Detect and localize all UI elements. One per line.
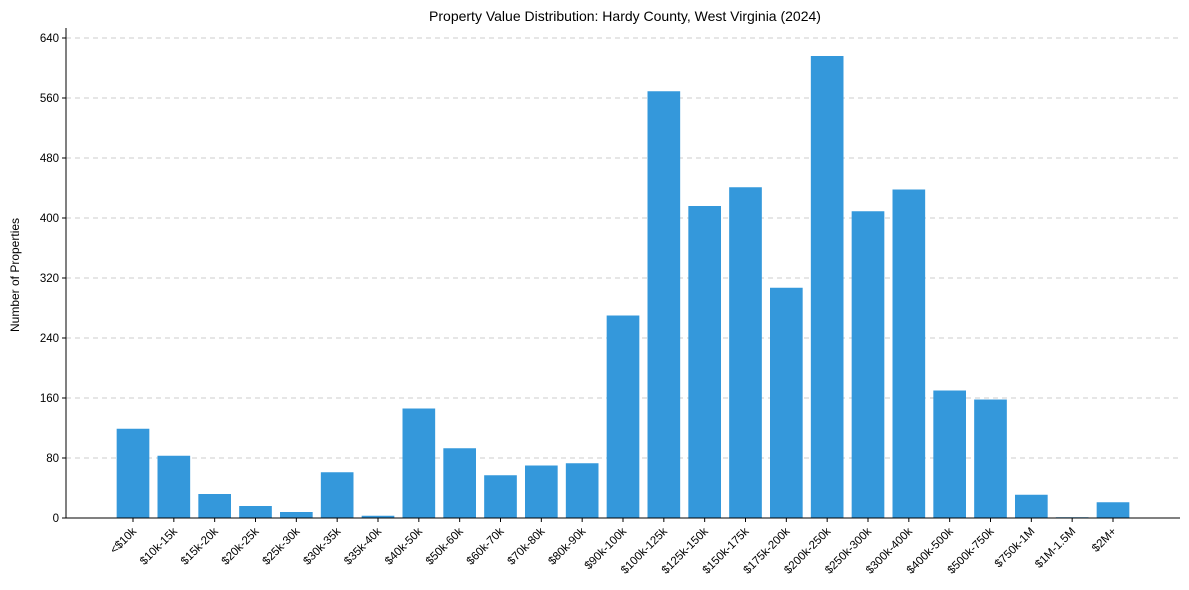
y-tick-label: 480 bbox=[40, 153, 59, 165]
bar bbox=[851, 211, 885, 518]
x-tick-label: $10k-15k bbox=[138, 525, 180, 567]
bar bbox=[116, 428, 150, 518]
bar bbox=[239, 506, 272, 518]
bar bbox=[606, 315, 640, 518]
bar bbox=[198, 494, 231, 518]
y-tick-label: 240 bbox=[40, 333, 59, 345]
bar bbox=[525, 465, 558, 518]
x-tick-label: $30k-35k bbox=[301, 525, 343, 567]
x-tick-label: $70k-80k bbox=[506, 525, 548, 567]
y-axis-label: Number of Properties bbox=[8, 218, 22, 332]
y-tick-label: 320 bbox=[40, 273, 59, 285]
y-tick-label: 400 bbox=[40, 213, 59, 225]
x-tick-label: $60k-70k bbox=[465, 525, 507, 567]
y-ticks: 0 80 160 240 320 400 480 560 640 bbox=[40, 33, 66, 525]
bar bbox=[1015, 494, 1048, 518]
bar bbox=[402, 408, 436, 518]
y-tick-label: 640 bbox=[40, 33, 59, 45]
x-ticks: <$10k$10k-15k$15k-20k$20k-25k$25k-30k$30… bbox=[108, 518, 1119, 577]
y-tick-label: 80 bbox=[46, 453, 59, 465]
x-tick-label: $35k-40k bbox=[342, 525, 384, 567]
x-tick-label: $80k-90k bbox=[546, 525, 588, 567]
x-tick-label: $1M-1.5M bbox=[1033, 526, 1078, 571]
y-tick-label: 160 bbox=[40, 393, 59, 405]
bar bbox=[770, 287, 803, 518]
bar bbox=[157, 455, 191, 518]
bar bbox=[729, 187, 762, 518]
x-tick-label: $15k-20k bbox=[179, 525, 221, 567]
bar bbox=[810, 56, 844, 518]
bar bbox=[443, 448, 476, 518]
bars bbox=[116, 56, 1130, 518]
bar bbox=[484, 475, 517, 518]
bar bbox=[688, 206, 721, 518]
bar bbox=[933, 390, 966, 518]
bar bbox=[974, 399, 1007, 518]
bar bbox=[647, 91, 681, 518]
bar bbox=[320, 472, 354, 518]
x-tick-label: $2M+ bbox=[1090, 525, 1119, 554]
bar bbox=[892, 189, 926, 518]
bar bbox=[280, 512, 313, 518]
x-tick-label: $25k-30k bbox=[261, 525, 303, 567]
bar bbox=[1096, 502, 1130, 518]
x-tick-label: $750k-1M bbox=[993, 526, 1038, 571]
bar bbox=[361, 515, 395, 518]
x-tick-label: <$10k bbox=[108, 525, 139, 556]
chart-title: Property Value Distribution: Hardy Count… bbox=[429, 8, 821, 24]
y-tick-label: 560 bbox=[40, 93, 59, 105]
x-tick-label: $40k-50k bbox=[383, 525, 425, 567]
y-tick-label: 0 bbox=[53, 513, 59, 525]
bar bbox=[565, 463, 599, 518]
x-tick-label: $50k-60k bbox=[424, 525, 466, 567]
x-tick-label: $20k-25k bbox=[220, 525, 262, 567]
